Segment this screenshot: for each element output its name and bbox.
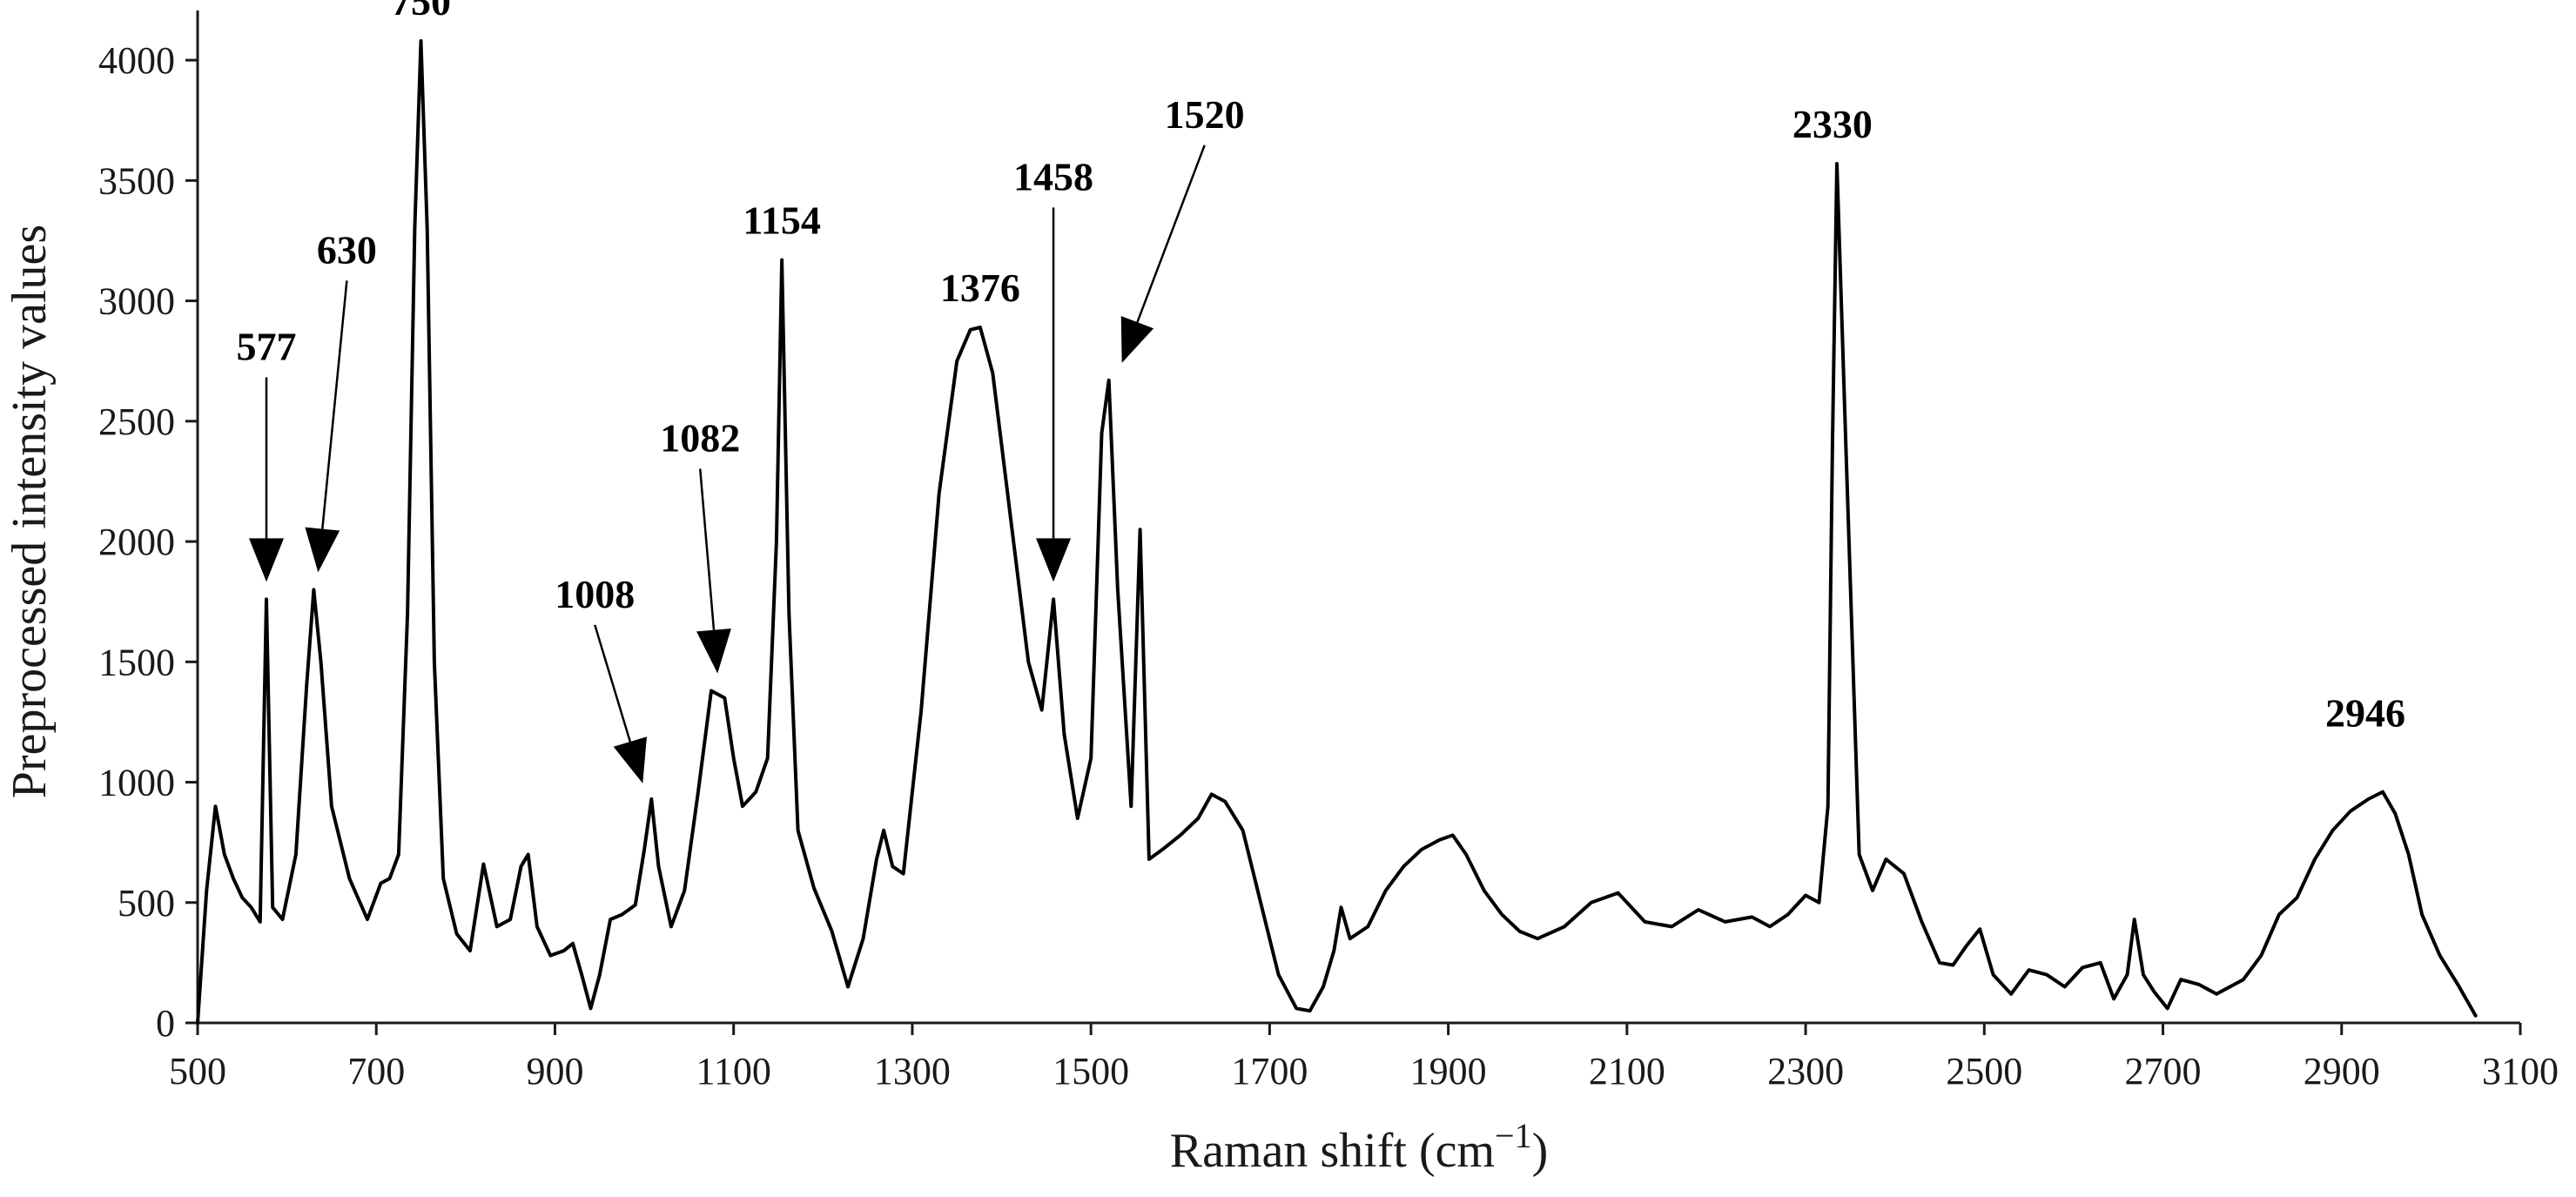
peak-label: 1458 (1013, 154, 1093, 198)
series-layer (196, 39, 2478, 1025)
y-tick-label: 1500 (98, 641, 175, 683)
peak-label: 1082 (660, 415, 740, 460)
x-tick-label: 2900 (2304, 1050, 2380, 1093)
peak-label: 1154 (743, 198, 820, 243)
x-tick-label: 1700 (1231, 1050, 1308, 1093)
x-tick-label: 700 (347, 1050, 405, 1093)
annotation-arrowhead (249, 538, 285, 582)
y-tick-label: 0 (156, 1002, 175, 1045)
annotation-arrowhead (613, 736, 647, 783)
x-tick-label: 1900 (1410, 1050, 1487, 1093)
annotation-arrowhead (696, 628, 731, 674)
peak-label: 577 (237, 324, 297, 368)
peak-label: 630 (317, 227, 377, 272)
x-tick-label: 500 (169, 1050, 226, 1093)
y-tick-label: 1000 (98, 762, 175, 804)
x-tick-label: 3100 (2482, 1050, 2559, 1093)
x-tick-label: 2300 (1767, 1050, 1844, 1093)
x-tick-label: 1300 (874, 1050, 951, 1093)
peak-label: 2946 (2325, 691, 2405, 736)
x-axis-title-superscript: −1 (1495, 1116, 1532, 1155)
y-tick-label: 2000 (98, 521, 175, 563)
x-tick-label: 1500 (1053, 1050, 1129, 1093)
peak-annotations: 577 630 750 1008 1082 1154 1376 1458 1520 2330 294… (237, 0, 2405, 783)
peak-label: 1008 (555, 572, 635, 616)
x-tick-label: 1100 (696, 1050, 771, 1093)
peak-label: 750 (391, 0, 451, 24)
annotation-arrow-line (594, 624, 632, 743)
x-axis-title-main: Raman shift (cm (1170, 1124, 1495, 1178)
annotation-arrow-line (1136, 145, 1206, 323)
spectrum-series-line (196, 39, 2478, 1025)
y-axis-ticks: 0 500 1000 1500 2000 2500 3000 3500 4000 (98, 39, 198, 1045)
x-tick-label: 2700 (2125, 1050, 2202, 1093)
x-axis-title-suffix: ) (1532, 1124, 1549, 1178)
y-tick-label: 3500 (98, 159, 175, 202)
x-tick-label: 2500 (1946, 1050, 2022, 1093)
x-tick-label: 900 (526, 1050, 583, 1093)
x-axis-ticks: 500 700 900 1100 1300 1500 1700 1900 2100 2300 250… (169, 1023, 2559, 1093)
y-tick-label: 500 (118, 882, 175, 925)
peak-label: 2330 (1792, 102, 1873, 146)
annotation-arrow-line (698, 468, 716, 630)
axes (196, 10, 2520, 1025)
peak-label: 1376 (940, 266, 1020, 310)
y-tick-label: 3000 (98, 280, 175, 323)
y-tick-label: 2500 (98, 400, 175, 443)
peak-label: 1520 (1165, 92, 1245, 137)
y-tick-label: 4000 (98, 39, 175, 82)
y-axis-title: Preprocessed intensity values (3, 225, 57, 798)
x-axis-title: Raman shift (cm−1) (1170, 1116, 1548, 1178)
annotation-arrowhead (1036, 538, 1072, 582)
annotation-arrowhead (1120, 315, 1154, 363)
x-tick-label: 2100 (1589, 1050, 1665, 1093)
annotation-arrow-line (321, 280, 348, 529)
annotation-arrowhead (305, 527, 340, 573)
